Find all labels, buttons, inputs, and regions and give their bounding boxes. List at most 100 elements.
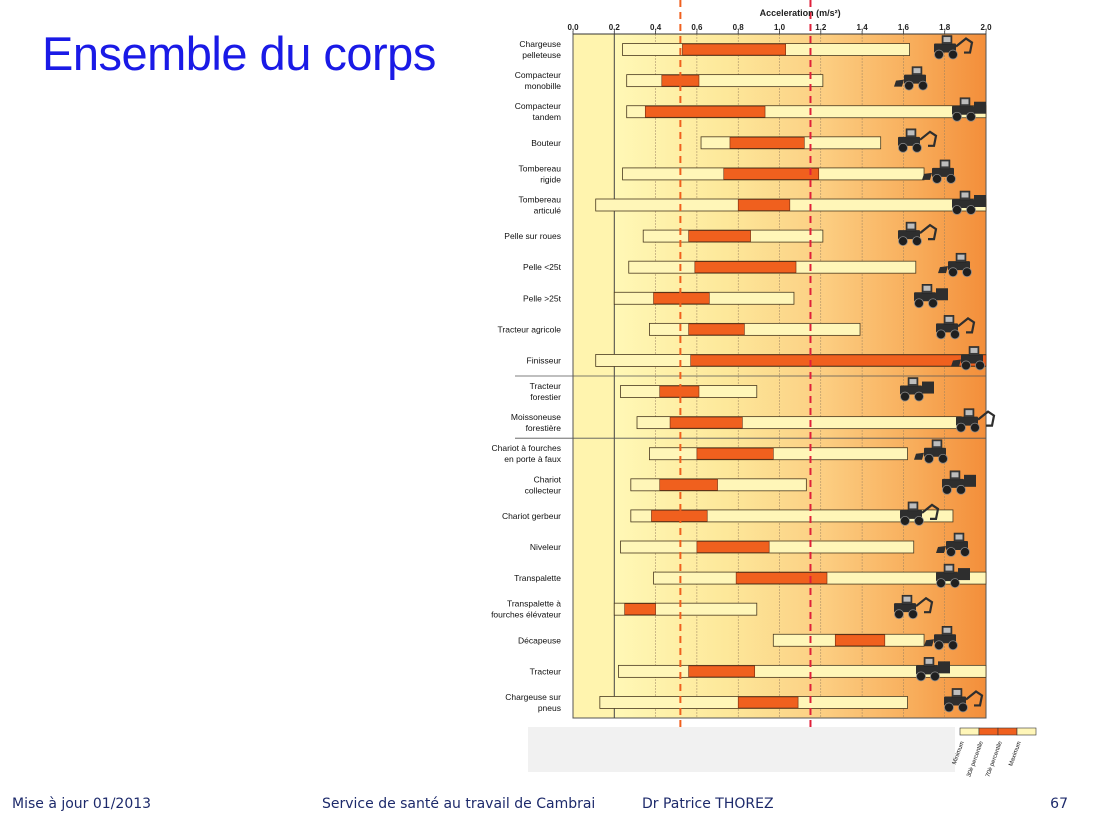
range-bar-interpercentile bbox=[624, 603, 656, 615]
machine-silhouette-icon bbox=[934, 35, 974, 60]
range-bar-interpercentile bbox=[696, 447, 774, 460]
machine-silhouette-icon bbox=[938, 252, 972, 278]
category-label: Chariot bbox=[534, 474, 562, 484]
x-tick-label: 0,4 bbox=[650, 23, 662, 32]
machine-wheel bbox=[962, 267, 972, 278]
machine-silhouette-icon bbox=[894, 594, 934, 620]
category-label: Transpalette bbox=[514, 573, 561, 583]
range-bar-interpercentile bbox=[737, 696, 799, 709]
machine-wheel bbox=[898, 236, 908, 246]
machine-wheel bbox=[946, 547, 956, 557]
category-label: fourches élévateur bbox=[491, 610, 561, 620]
machine-window bbox=[913, 68, 921, 74]
range-bar-interpercentile bbox=[682, 43, 786, 56]
range-bar-interpercentile bbox=[690, 354, 987, 367]
machine-silhouette-icon bbox=[900, 377, 934, 402]
category-label: Tracteur agricole bbox=[498, 324, 562, 334]
machine-arm bbox=[957, 317, 976, 334]
range-bar-interpercentile bbox=[694, 261, 797, 273]
footer-author: Dr Patrice THOREZ bbox=[642, 796, 774, 812]
machine-wheel bbox=[952, 205, 962, 215]
machine-window bbox=[907, 130, 915, 136]
category-label: tandem bbox=[533, 112, 561, 122]
x-tick-label: 1,0 bbox=[774, 23, 786, 32]
machine-bed bbox=[958, 568, 970, 581]
range-bar-interpercentile bbox=[834, 634, 886, 647]
machine-window bbox=[909, 503, 917, 509]
category-label: en porte à faux bbox=[504, 454, 561, 464]
legend-swatch bbox=[978, 727, 999, 736]
range-bar-full bbox=[630, 509, 954, 523]
machine-wheel bbox=[948, 640, 958, 651]
machine-wheel bbox=[944, 702, 954, 713]
legend-label: 30è percentile bbox=[966, 740, 985, 778]
category-label: pneus bbox=[538, 703, 561, 713]
category-label: Chariot gerbeur bbox=[502, 511, 561, 521]
x-axis-title: Acceleration (m/s²) bbox=[760, 8, 841, 18]
machine-blade bbox=[914, 452, 924, 460]
legend-swatch bbox=[959, 727, 980, 736]
x-tick-label: 1,2 bbox=[815, 23, 827, 32]
machine-wheel bbox=[900, 516, 910, 526]
machine-arm bbox=[965, 690, 984, 707]
machine-window bbox=[965, 410, 973, 416]
category-label: Niveleur bbox=[530, 542, 561, 552]
machine-wheel bbox=[952, 111, 962, 122]
machine-arm bbox=[921, 503, 940, 521]
machine-silhouette-icon bbox=[952, 190, 986, 215]
machine-window bbox=[933, 441, 941, 447]
x-tick-label: 0,6 bbox=[691, 23, 703, 32]
machine-blade bbox=[938, 266, 948, 274]
machine-window bbox=[945, 316, 953, 322]
vibration-range-chart: 0,0 0,2 0,4 0,6 0,8 1,0 1,2 1,4 1,6 1,8 2,0 Acceler… bbox=[491, 0, 1037, 778]
machine-wheel bbox=[914, 391, 924, 402]
machine-window bbox=[925, 658, 933, 664]
machine-wheel bbox=[946, 174, 956, 184]
machine-wheel bbox=[961, 360, 971, 371]
caption-panel bbox=[528, 727, 955, 772]
range-bar-interpercentile bbox=[644, 105, 766, 118]
machine-wheel bbox=[912, 142, 922, 153]
range-bar-interpercentile bbox=[659, 479, 718, 491]
machine-arm bbox=[919, 130, 938, 147]
machine-window bbox=[941, 161, 949, 167]
machine-silhouette-icon bbox=[916, 657, 950, 682]
range-bar-full bbox=[649, 447, 908, 461]
machine-bed bbox=[922, 381, 934, 394]
machine-window bbox=[970, 347, 978, 353]
category-label: forestier bbox=[530, 392, 561, 402]
machine-blade bbox=[922, 172, 932, 180]
machine-wheel bbox=[938, 453, 948, 464]
category-label: forestière bbox=[526, 423, 562, 433]
range-bar-full bbox=[630, 478, 807, 492]
machine-silhouette-icon bbox=[914, 439, 948, 464]
range-bar-full bbox=[626, 74, 824, 88]
machine-window bbox=[951, 472, 959, 478]
machine-wheel bbox=[960, 547, 970, 557]
machine-wheel bbox=[966, 205, 976, 215]
machine-silhouette-icon bbox=[936, 532, 970, 557]
range-bar-interpercentile bbox=[696, 541, 770, 553]
category-label: Tombereau bbox=[518, 163, 561, 173]
range-bar-interpercentile bbox=[735, 572, 828, 584]
machine-bed bbox=[974, 101, 986, 114]
machine-blade bbox=[936, 546, 946, 553]
category-label: Bouteur bbox=[531, 138, 561, 148]
range-bar-interpercentile bbox=[659, 385, 700, 398]
legend-label: 70è percentile bbox=[985, 740, 1004, 778]
machine-silhouette-icon bbox=[924, 626, 958, 651]
machine-wheel bbox=[948, 49, 958, 60]
machine-wheel bbox=[970, 422, 980, 433]
machine-wheel bbox=[932, 174, 942, 184]
category-label: Finisseur bbox=[527, 355, 562, 365]
machine-silhouette-icon bbox=[956, 408, 996, 433]
legend-swatch bbox=[1016, 727, 1037, 736]
category-label: Compacteur bbox=[515, 101, 561, 111]
machine-silhouette-icon bbox=[952, 97, 986, 122]
machine-window bbox=[909, 379, 917, 385]
machine-wheel bbox=[928, 298, 938, 309]
machine-window bbox=[907, 223, 915, 229]
machine-silhouette-icon bbox=[900, 501, 940, 526]
machine-silhouette-icon bbox=[942, 470, 976, 495]
machine-window bbox=[961, 192, 969, 198]
